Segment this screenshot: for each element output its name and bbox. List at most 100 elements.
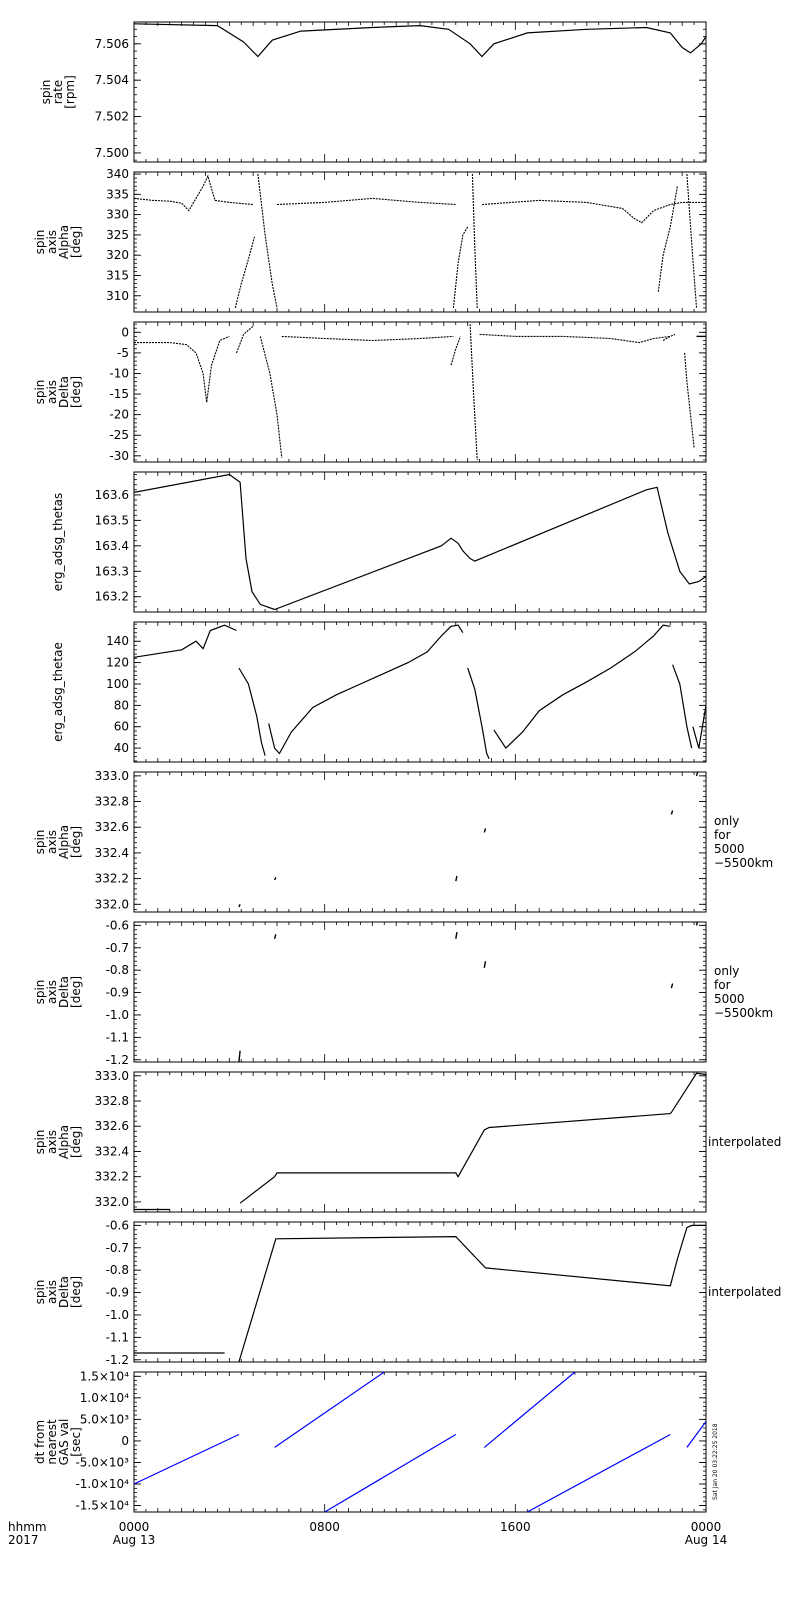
series-line — [686, 173, 698, 308]
y-tick-label: -0.7 — [106, 1241, 129, 1255]
y-tick-label: -1.1 — [106, 1030, 129, 1044]
series-line — [234, 236, 255, 309]
series-line — [527, 1433, 671, 1512]
y-tick-label: 340 — [106, 167, 129, 181]
y-axis-label: axis — [45, 1130, 59, 1154]
y-tick-label: 163.5 — [95, 513, 129, 527]
series-line — [238, 667, 266, 756]
y-axis-label: axis — [45, 830, 59, 854]
y-tick-label: -1.2 — [106, 1353, 129, 1367]
footer-left-label: hhmm — [8, 1520, 47, 1534]
series-group — [134, 1072, 706, 1211]
y-axis-label: dt from — [33, 1420, 47, 1464]
panel-frame — [133, 621, 707, 763]
panel-frame — [133, 1221, 707, 1363]
y-axis-label: nearest — [45, 1419, 59, 1465]
y-tick-label: -1.1 — [106, 1330, 129, 1344]
y-axis-label: Delta — [57, 1276, 71, 1308]
y-tick-label: 40 — [114, 741, 129, 755]
y-axis-label: [deg] — [69, 376, 83, 408]
y-axis-label: Alpha — [57, 1125, 71, 1159]
series-line — [239, 1072, 706, 1204]
y-tick-label: -5 — [117, 346, 129, 360]
panels: 7.5007.5027.5047.506spinrate[rpm]3103153… — [33, 21, 781, 1513]
y-tick-label: 60 — [114, 720, 129, 734]
y-tick-label: 330 — [106, 208, 129, 222]
y-tick-label: 7.504 — [95, 73, 129, 87]
y-tick-label: 120 — [106, 656, 129, 670]
series-group — [238, 922, 699, 1062]
x-tick-label: 0000 — [691, 1520, 722, 1534]
right-note: interpolated — [708, 1285, 781, 1299]
y-tick-label: 332.2 — [95, 872, 129, 886]
series-line — [481, 199, 706, 224]
y-tick-label: -0.9 — [106, 986, 129, 1000]
y-axis-label: spin — [33, 830, 47, 855]
y-tick-label: -1.0 — [106, 1308, 129, 1322]
y-tick-label: 332.6 — [95, 1119, 129, 1133]
y-tick-label: 310 — [106, 289, 129, 303]
series-line — [493, 624, 671, 750]
series-group — [134, 173, 706, 309]
y-axis-label: spin — [33, 980, 47, 1005]
series-line — [257, 173, 278, 309]
series-line — [281, 335, 454, 342]
y-tick-label: 140 — [106, 634, 129, 648]
y-axis-label: Alpha — [57, 225, 71, 259]
y-axis-label: Alpha — [57, 825, 71, 859]
y-tick-label: 100 — [106, 677, 129, 691]
y-tick-label: 5.0×10³ — [80, 1412, 129, 1426]
data-marks — [238, 904, 241, 908]
y-axis-label: [sec] — [69, 1427, 83, 1457]
data-marks — [670, 983, 674, 989]
series-group — [134, 23, 706, 58]
series-line — [235, 325, 254, 354]
y-axis-label: spin — [33, 230, 47, 255]
series-line — [479, 333, 671, 344]
y-tick-label: -0.7 — [106, 941, 129, 955]
y-tick-label: -0.8 — [106, 1263, 129, 1277]
series-line — [274, 1372, 385, 1448]
right-note: 5000 — [714, 992, 745, 1006]
panel-frame — [133, 771, 707, 913]
timestamp-label: Sat Jan 20 03:22:25 2018 — [712, 1423, 719, 1500]
y-tick-label: -0.6 — [106, 918, 129, 932]
panel-frame — [133, 321, 707, 463]
panel-7: -1.2 -1.1 -1.0 -0.9 -0.8 -0.7 -0.6 spinaxisDelt… — [33, 918, 773, 1066]
y-tick-label: -1.0 — [106, 1008, 129, 1022]
y-tick-label: -10 — [109, 366, 129, 380]
y-tick-label: -15 — [109, 387, 129, 401]
y-tick-label: 1.5×10⁴ — [80, 1369, 129, 1383]
y-axis-label: [deg] — [69, 976, 83, 1008]
panel-9: -1.2 -1.1 -1.0 -0.9 -0.8 -0.7 -0.6 spinaxisDelt… — [33, 1218, 781, 1366]
data-marks — [455, 875, 458, 882]
y-axis-label: axis — [45, 1280, 59, 1304]
series-line — [134, 23, 706, 58]
series-line — [134, 473, 706, 611]
series-group — [134, 1372, 706, 1512]
y-axis-label: erg_adsg_thetas — [51, 493, 65, 592]
y-tick-label: 80 — [114, 698, 129, 712]
data-marks — [695, 772, 699, 777]
y-axis-label: [deg] — [69, 826, 83, 858]
y-tick-label: 0 — [121, 325, 129, 339]
y-axis-label: rate — [51, 80, 65, 104]
y-tick-label: 1.0×10⁴ — [80, 1391, 129, 1405]
y-tick-label: -5.0×10³ — [75, 1455, 129, 1469]
y-tick-label: -30 — [109, 449, 129, 463]
x-tick-date: Aug 13 — [113, 1533, 156, 1547]
y-tick-label: 332.4 — [95, 846, 129, 860]
y-axis-label: [rpm] — [63, 75, 77, 109]
y-tick-label: 333.0 — [95, 769, 129, 783]
y-axis-label: [deg] — [69, 1126, 83, 1158]
y-axis-label: Delta — [57, 976, 71, 1008]
panel-frame — [133, 1371, 707, 1513]
series-line — [134, 335, 230, 403]
x-tick-label: 0800 — [309, 1520, 340, 1534]
y-tick-label: -25 — [109, 428, 129, 442]
y-tick-label: 163.2 — [95, 590, 129, 604]
x-tick-label: 0000 — [119, 1520, 150, 1534]
